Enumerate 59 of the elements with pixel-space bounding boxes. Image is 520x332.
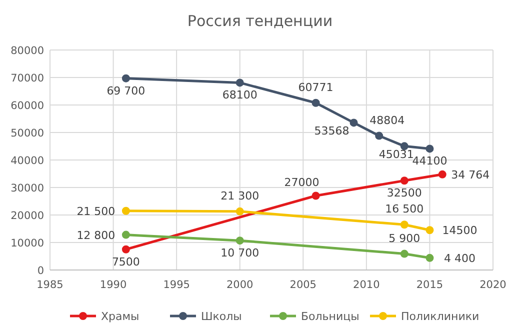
data-label: 14500 [442, 224, 478, 238]
point [122, 206, 130, 215]
data-label: 45031 [378, 148, 414, 162]
data-label: 48804 [370, 114, 405, 127]
y-tick-label: 40000 [10, 155, 44, 167]
data-label: 44100 [412, 154, 448, 168]
x-tick-label: 2015 [416, 279, 444, 291]
point [122, 245, 130, 254]
x-tick-label: 2020 [480, 279, 506, 291]
data-label: 16 500 [385, 202, 424, 216]
legend-label: Больницы [301, 310, 360, 323]
data-label: 21 300 [220, 189, 260, 202]
x-tick-label: 1985 [36, 279, 64, 291]
x-tick-label: 1990 [100, 279, 127, 291]
data-label: 34 764 [451, 168, 490, 182]
data-label: 69 700 [106, 84, 146, 98]
point [122, 230, 130, 239]
x-tick-label: 1995 [163, 279, 190, 291]
y-tick-label: 70000 [10, 72, 44, 84]
point [312, 98, 320, 107]
legend-label: Школы [201, 310, 242, 323]
x-tick-label: 2005 [290, 279, 317, 291]
point [375, 132, 384, 140]
y-tick-label: 80000 [10, 45, 44, 57]
data-label: 60771 [298, 80, 334, 94]
y-tick-label: 60000 [10, 100, 44, 112]
y-tick-label: 30000 [10, 182, 44, 194]
data-label: 21 500 [76, 204, 116, 218]
point [350, 118, 358, 127]
legend-label: Поликлиники [401, 310, 480, 323]
y-tick-label: 10000 [10, 238, 44, 250]
point [426, 254, 434, 262]
x-tick-label: 2000 [226, 279, 254, 291]
data-label: 32500 [386, 186, 422, 200]
point [426, 226, 434, 234]
point [438, 170, 446, 178]
point [400, 220, 408, 229]
point [400, 250, 408, 258]
point [236, 207, 244, 216]
y-tick-label: 0 [37, 265, 44, 277]
legend-label: Храмы [101, 310, 140, 323]
y-tick-label: 20000 [10, 210, 44, 222]
data-label: 53568 [314, 124, 350, 138]
data-label: 27000 [284, 176, 320, 189]
point [312, 192, 320, 200]
data-label: 5 900 [388, 232, 420, 245]
point [122, 74, 130, 82]
chart-title: Россия тенденции [187, 12, 333, 30]
data-label: 4 400 [444, 252, 476, 265]
point [400, 176, 408, 185]
point [426, 144, 434, 153]
data-label: 10 700 [220, 246, 260, 260]
data-label: 12 800 [76, 228, 116, 242]
y-tick-label: 50000 [10, 128, 44, 140]
point [236, 236, 244, 245]
x-tick-label: 2010 [353, 279, 380, 291]
point [236, 78, 244, 87]
data-label: 7500 [112, 255, 140, 268]
data-label: 68100 [222, 88, 258, 102]
